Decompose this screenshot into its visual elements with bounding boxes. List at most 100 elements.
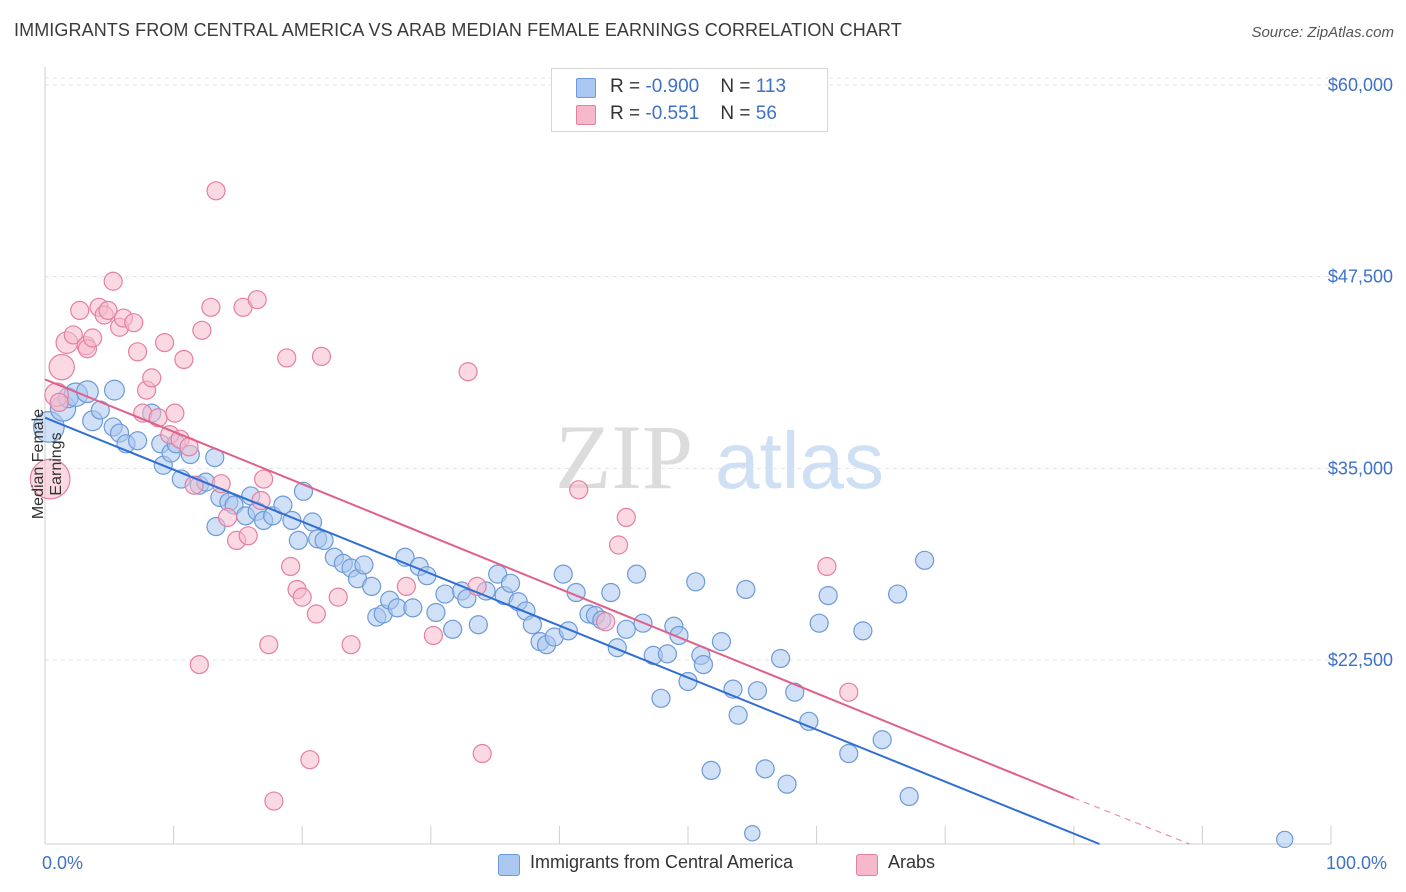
point-central-america [872, 730, 892, 750]
legend-n-value: 113 [755, 76, 787, 97]
axes [44, 67, 1332, 845]
point-central-america [362, 576, 382, 597]
point-central-america [686, 572, 706, 592]
point-arab [201, 297, 221, 317]
point-arab [148, 408, 168, 428]
point-central-america [915, 550, 935, 570]
y-tick-label: $60,000 [1328, 75, 1393, 95]
watermark: ZIP atlas [555, 406, 884, 508]
point-arab [264, 791, 284, 811]
point-arab [396, 576, 416, 597]
point-arab [70, 300, 90, 320]
point-central-america [777, 774, 797, 794]
point-arab [277, 348, 297, 368]
point-central-america [657, 644, 678, 664]
point-central-america [1276, 830, 1294, 849]
point-central-america [354, 555, 374, 575]
point-central-america [103, 379, 125, 401]
point-arab [247, 290, 267, 310]
series-swatch-blue [498, 854, 520, 876]
point-arab [306, 604, 326, 624]
point-arab [328, 587, 348, 607]
legend-r-value: -0.900 [645, 76, 700, 97]
point-arab [254, 469, 274, 489]
point-central-america [288, 530, 308, 551]
point-arab [292, 587, 312, 607]
trend-line-arabs-extension [1073, 797, 1190, 845]
point-central-america [607, 638, 627, 658]
point-central-america [601, 582, 621, 603]
legend-n-label: N = [720, 103, 756, 124]
series-legend-label: Immigrants from Central America [530, 852, 794, 872]
point-central-america [500, 573, 521, 593]
point-central-america [693, 654, 714, 675]
point-central-america [701, 760, 721, 781]
point-arab [341, 635, 361, 655]
point-central-america [888, 584, 908, 604]
point-central-america [457, 589, 477, 609]
point-arab [423, 625, 443, 646]
point-central-america [785, 682, 805, 702]
point-central-america [853, 621, 873, 641]
point-arab [127, 342, 148, 362]
point-central-america [651, 688, 671, 708]
point-arab [142, 368, 162, 388]
point-arab [98, 300, 118, 320]
data-points [29, 181, 1294, 849]
point-arab [48, 353, 75, 381]
legend-swatch-blue [576, 78, 596, 98]
x-tick-label-max: 100.0% [1326, 853, 1388, 873]
point-arab [458, 362, 478, 382]
point-central-america [839, 743, 859, 764]
point-central-america [711, 631, 732, 652]
point-arab [103, 271, 123, 291]
point-arab [165, 403, 185, 423]
point-arab [189, 654, 209, 675]
y-tick-label: $47,500 [1328, 267, 1393, 287]
point-central-america [522, 615, 542, 635]
y-tick-label: $35,000 [1328, 458, 1393, 478]
point-arab [596, 612, 616, 632]
point-arab [174, 349, 194, 370]
point-central-america [435, 584, 455, 604]
legend-swatch-pink [576, 105, 596, 125]
point-arab [259, 635, 279, 655]
point-central-america [818, 585, 838, 606]
point-arab [281, 556, 301, 577]
watermark-atlas: atlas [715, 416, 884, 505]
grid-lines [45, 77, 1391, 661]
y-axis-label: Median Female Earnings [30, 408, 65, 520]
series-legend-label: Arabs [888, 852, 936, 872]
point-arab [311, 346, 332, 366]
point-central-america [443, 619, 463, 639]
point-central-america [755, 759, 775, 779]
point-central-america [468, 615, 488, 635]
legend-n-value: 56 [755, 103, 777, 124]
point-central-america [553, 564, 573, 584]
point-arab [839, 682, 859, 702]
point-central-america [616, 619, 636, 639]
point-arab [192, 320, 212, 340]
point-central-america [809, 613, 829, 633]
point-central-america [899, 786, 919, 807]
point-central-america [127, 431, 148, 451]
point-central-america [728, 705, 748, 725]
point-central-america [747, 681, 768, 701]
x-tick-label-min: 0.0% [42, 853, 84, 873]
point-arab [238, 526, 258, 546]
point-arab [218, 507, 238, 528]
point-arab [817, 556, 837, 577]
point-arab [608, 535, 629, 555]
point-arab [154, 333, 175, 353]
point-central-america [403, 598, 423, 618]
point-arab [300, 750, 320, 770]
trend-line-central-america [44, 416, 1100, 845]
legend-r-label: R = [610, 103, 646, 124]
chart-title: IMMIGRANTS FROM CENTRAL AMERICA VS ARAB … [14, 20, 902, 40]
trend-line-arabs [44, 378, 1075, 799]
point-central-america [426, 602, 446, 623]
point-arab [472, 743, 492, 764]
y-tick-labels: $22,500 $35,000 $47,500 $60,000 [1328, 75, 1393, 670]
trend-lines [44, 378, 1190, 845]
point-central-america [736, 579, 756, 600]
